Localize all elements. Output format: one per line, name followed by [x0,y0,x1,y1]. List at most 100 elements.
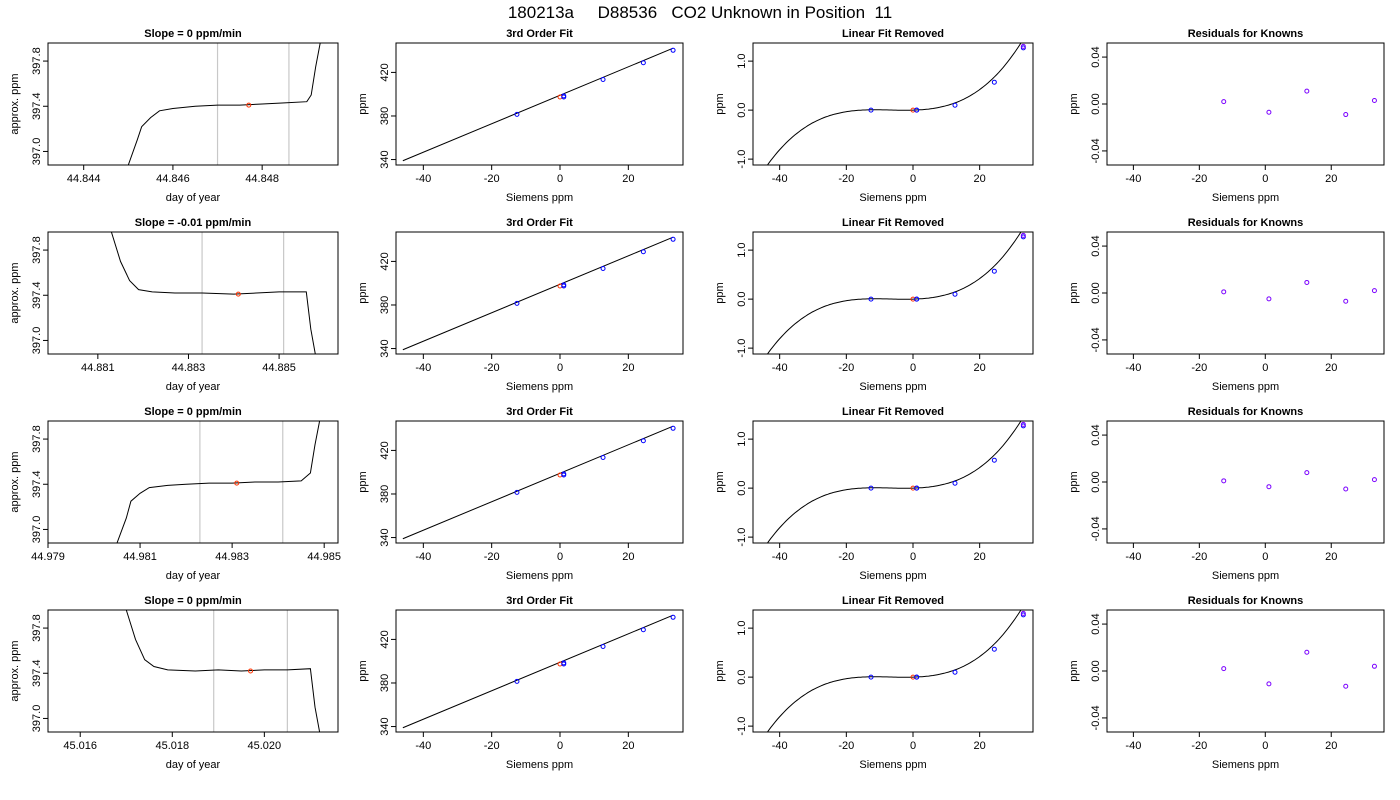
ytick-label-r1c4-2: 0.04 [1090,46,1102,67]
trace-line-r4c1 [125,610,321,732]
xtick-label-r3c4-3: 20 [1325,551,1337,563]
ytick-label-r4c3-1: 0.0 [736,669,748,684]
xtick-label-r1c1-0: 44.844 [67,173,101,185]
xtick-label-r1c3-3: 20 [974,173,986,185]
plot-frame-r1c1 [47,42,339,166]
xtick-label-r4c3-1: -20 [838,740,854,752]
unknown-neighbor-r4c3-0 [914,674,920,680]
known-point-r1c3-3 [991,79,997,85]
unknown-neighbor-r1c3-0 [914,107,920,113]
unknown-neighbor-r1c2-0 [561,94,567,100]
ylabel-r1c4: ppm [1068,93,1080,114]
unknown-neighbor-r3c2-0 [561,472,567,478]
xtick-label-r4c2-0: -40 [415,740,431,752]
xlabel-r3c1: day of year [166,570,221,582]
known-point-r4c3-2 [952,669,958,675]
xtick-label-r3c1-3: 44.985 [307,551,341,563]
known-point-r2c4-3 [1343,298,1349,304]
sample-marker-r3c1 [234,480,240,486]
plot-frame-r3c2 [395,420,684,544]
cubic-curve-r1c3 [766,43,1022,165]
panel-title-r3c2: 3rd Order Fit [506,406,573,418]
known-point-r3c2-4 [670,425,676,431]
cubic-curve-r3c3 [766,421,1022,543]
extra-point-r2c3-0 [1020,232,1026,238]
xtick-label-r2c4-3: 20 [1325,362,1337,374]
plot-frame-r2c3 [752,231,1034,355]
ytick-label-r2c4-1: 0.00 [1090,282,1102,303]
ytick-label-r3c1-2: 397.8 [31,425,43,453]
ytick-label-r1c1-2: 397.8 [31,47,43,75]
ylabel-r3c3: ppm [714,471,726,492]
ytick-label-r4c4-2: 0.04 [1090,613,1102,634]
extra-point-r1c3-0 [1020,43,1026,49]
xtick-label-r3c1-1: 44.981 [123,551,157,563]
xtick-label-r2c2-0: -40 [415,362,431,374]
ytick-label-r2c3-0: -1.0 [736,339,748,358]
ylabel-r2c1: approx. ppm [9,262,21,323]
known-point-r3c3-2 [952,480,958,486]
known-point-r3c4-2 [1304,470,1310,476]
ytick-label-r2c2-0: 340 [379,339,391,357]
xtick-label-r2c1-0: 44.881 [81,362,115,374]
sample-marker-r2c1 [235,291,241,297]
xtick-label-r3c1-2: 44.983 [215,551,249,563]
ylabel-r2c3: ppm [714,282,726,303]
plot-frame-r4c2 [395,609,684,733]
xtick-label-r1c4-3: 20 [1325,173,1337,185]
xtick-label-r3c3-2: 0 [910,551,916,563]
xtick-label-r2c1-1: 44.883 [172,362,206,374]
xtick-label-r1c3-2: 0 [910,173,916,185]
known-point-r1c4-2 [1304,88,1310,94]
known-point-r1c4-0 [1221,99,1227,105]
ytick-label-r4c2-1: 380 [379,674,391,692]
ytick-label-r4c2-0: 340 [379,717,391,735]
ytick-label-r2c2-1: 380 [379,296,391,314]
extra-point-r3c3-0 [1020,421,1026,427]
xtick-label-r4c2-3: 20 [622,740,634,752]
page-title: 180213a D88536 CO2 Unknown in Position 1… [507,3,893,22]
known-point-r3c3-0 [868,485,874,491]
xtick-label-r1c4-2: 0 [1262,173,1268,185]
ytick-label-r3c1-1: 397.4 [31,470,43,498]
xlabel-r1c3: Siemens ppm [859,192,926,204]
ylabel-r4c2: ppm [357,660,369,681]
known-point-r1c3-0 [868,107,874,113]
xtick-label-r2c2-3: 20 [622,362,634,374]
xtick-label-r3c4-1: -20 [1191,551,1207,563]
xtick-label-r4c4-0: -40 [1125,740,1141,752]
known-point-r1c2-0 [514,111,520,117]
known-point-r1c4-4 [1371,97,1377,103]
panel-title-r1c2: 3rd Order Fit [506,28,573,40]
xlabel-r4c2: Siemens ppm [506,759,573,771]
fit-line-r3c2 [402,425,673,540]
known-point-r2c4-4 [1371,288,1377,294]
xlabel-r3c2: Siemens ppm [506,570,573,582]
panel-title-r2c2: 3rd Order Fit [506,217,573,229]
plot-frame-r2c2 [395,231,684,355]
xlabel-r4c4: Siemens ppm [1212,759,1279,771]
xlabel-r1c1: day of year [166,192,221,204]
trace-line-r3c1 [116,421,321,543]
xlabel-r4c1: day of year [166,759,221,771]
cubic-curve-r2c3 [766,232,1022,354]
ytick-label-r3c2-0: 340 [379,528,391,546]
xtick-label-r1c2-2: 0 [557,173,563,185]
ytick-label-r2c3-2: 1.0 [736,242,748,257]
plot-frame-r1c2 [395,42,684,166]
unknown-neighbor-r3c3-0 [914,485,920,491]
plot-frame-r1c4 [1106,42,1385,166]
xtick-label-r4c4-1: -20 [1191,740,1207,752]
plot-frame-r4c4 [1106,609,1385,733]
ytick-label-r3c4-1: 0.00 [1090,471,1102,492]
trace-line-r1c1 [127,43,321,165]
xtick-label-r2c3-3: 20 [974,362,986,374]
xtick-label-r1c4-1: -20 [1191,173,1207,185]
known-point-r2c4-0 [1221,289,1227,295]
known-point-r3c4-3 [1343,486,1349,492]
ytick-label-r1c4-0: -0.04 [1090,138,1102,163]
unknown-neighbor-r2c2-0 [561,283,567,289]
plot-frame-r4c1 [47,609,339,733]
xlabel-r2c1: day of year [166,381,221,393]
